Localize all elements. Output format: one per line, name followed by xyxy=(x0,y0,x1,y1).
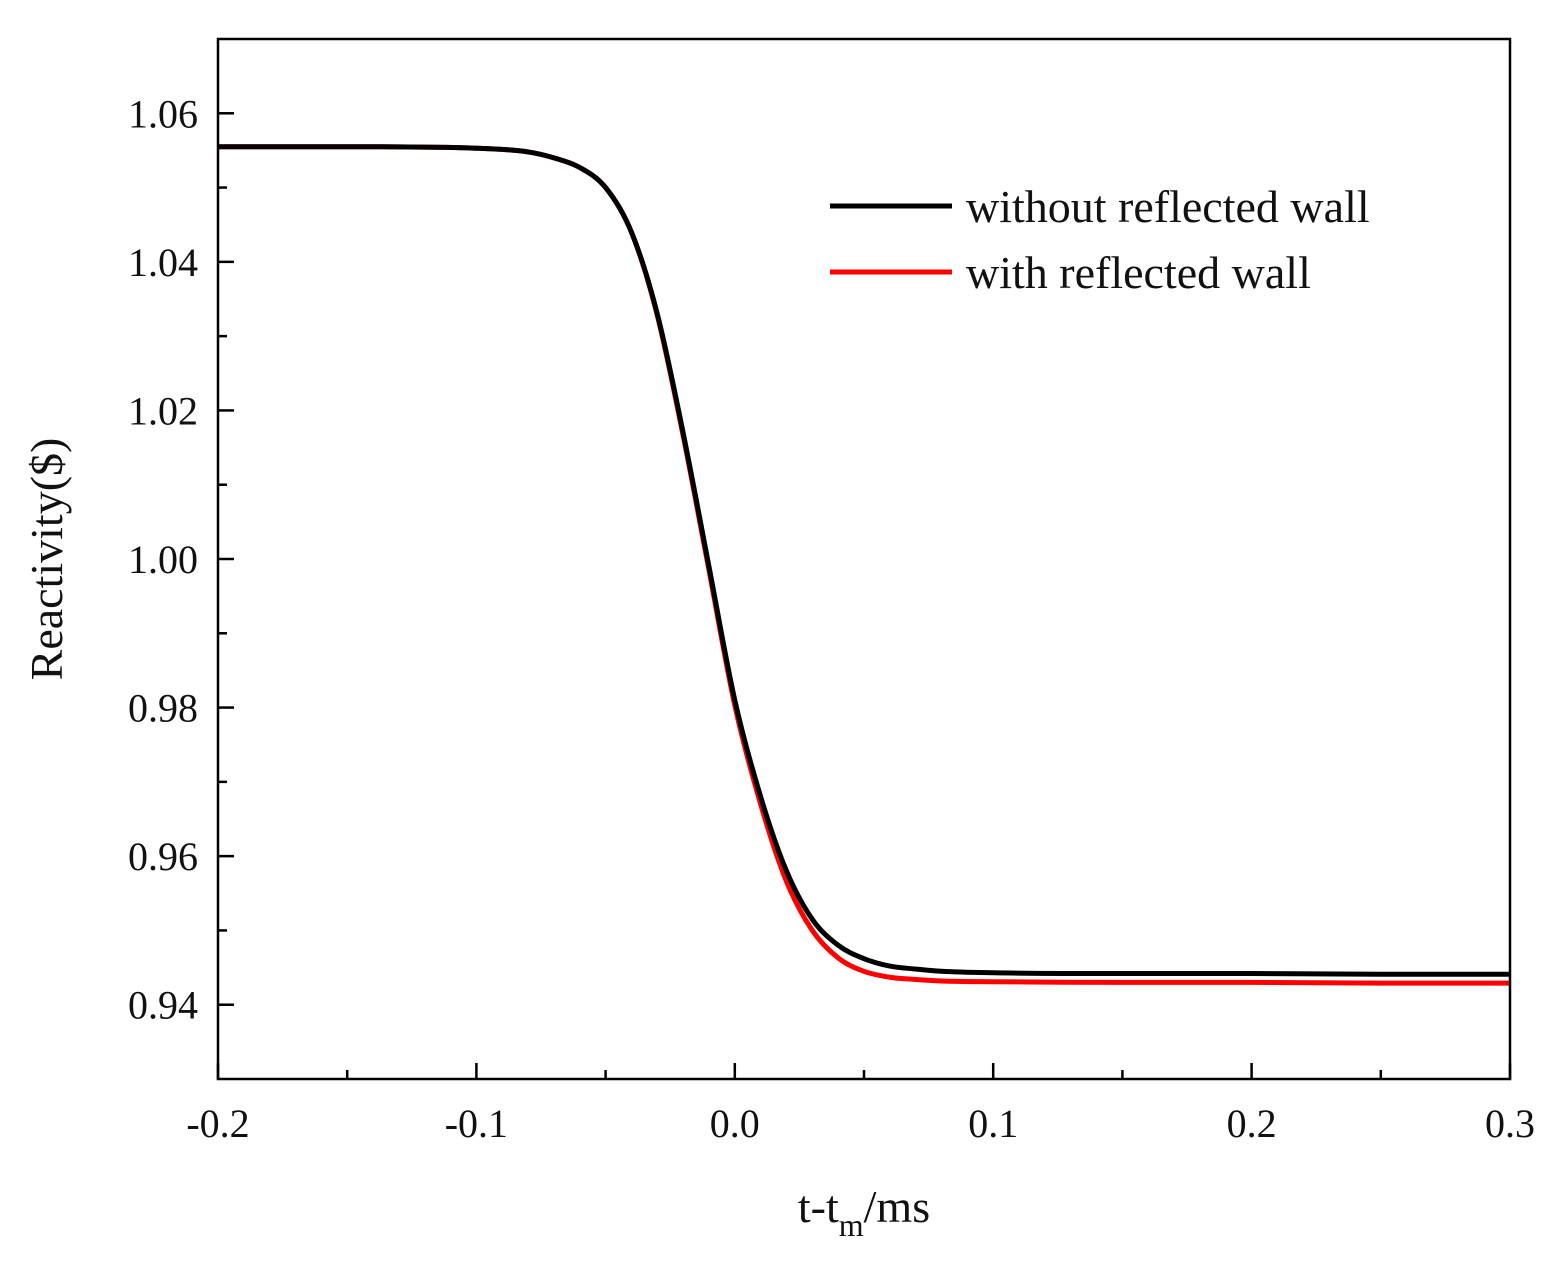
y-tick-label: 0.94 xyxy=(128,983,198,1028)
y-tick-label: 0.98 xyxy=(128,686,198,731)
legend-label-without-reflected-wall: without reflected wall xyxy=(966,181,1370,232)
x-tick-label: -0.2 xyxy=(186,1101,249,1146)
y-tick-label: 1.04 xyxy=(128,240,198,285)
x-tick-label: 0.3 xyxy=(1485,1101,1535,1146)
y-tick-label: 1.00 xyxy=(128,537,198,582)
x-tick-label: 0.1 xyxy=(968,1101,1018,1146)
x-tick-label: 0.2 xyxy=(1227,1101,1277,1146)
y-axis-title: Reactivity($) xyxy=(21,438,72,681)
x-axis-title-main: t-t xyxy=(798,1181,839,1232)
x-tick-label: -0.1 xyxy=(445,1101,508,1146)
series-line-without-reflected-wall xyxy=(218,144,1510,977)
x-tick-label: 0.0 xyxy=(710,1101,760,1146)
y-tick-label: 0.96 xyxy=(128,834,198,879)
y-tick-label: 1.02 xyxy=(128,388,198,433)
legend-label-with-reflected-wall: with reflected wall xyxy=(966,247,1311,298)
x-axis-title-suffix: /ms xyxy=(864,1181,930,1232)
x-axis-title-subscript: m xyxy=(839,1207,864,1243)
x-axis-title: t-tm/ms xyxy=(798,1181,930,1243)
plot-area: -0.2 -0.1 0.0 0.1 0.2 0.3 0.94 0.96 0.98 1.00 1.02… xyxy=(21,37,1535,1243)
y-tick-label: 1.06 xyxy=(128,91,198,136)
